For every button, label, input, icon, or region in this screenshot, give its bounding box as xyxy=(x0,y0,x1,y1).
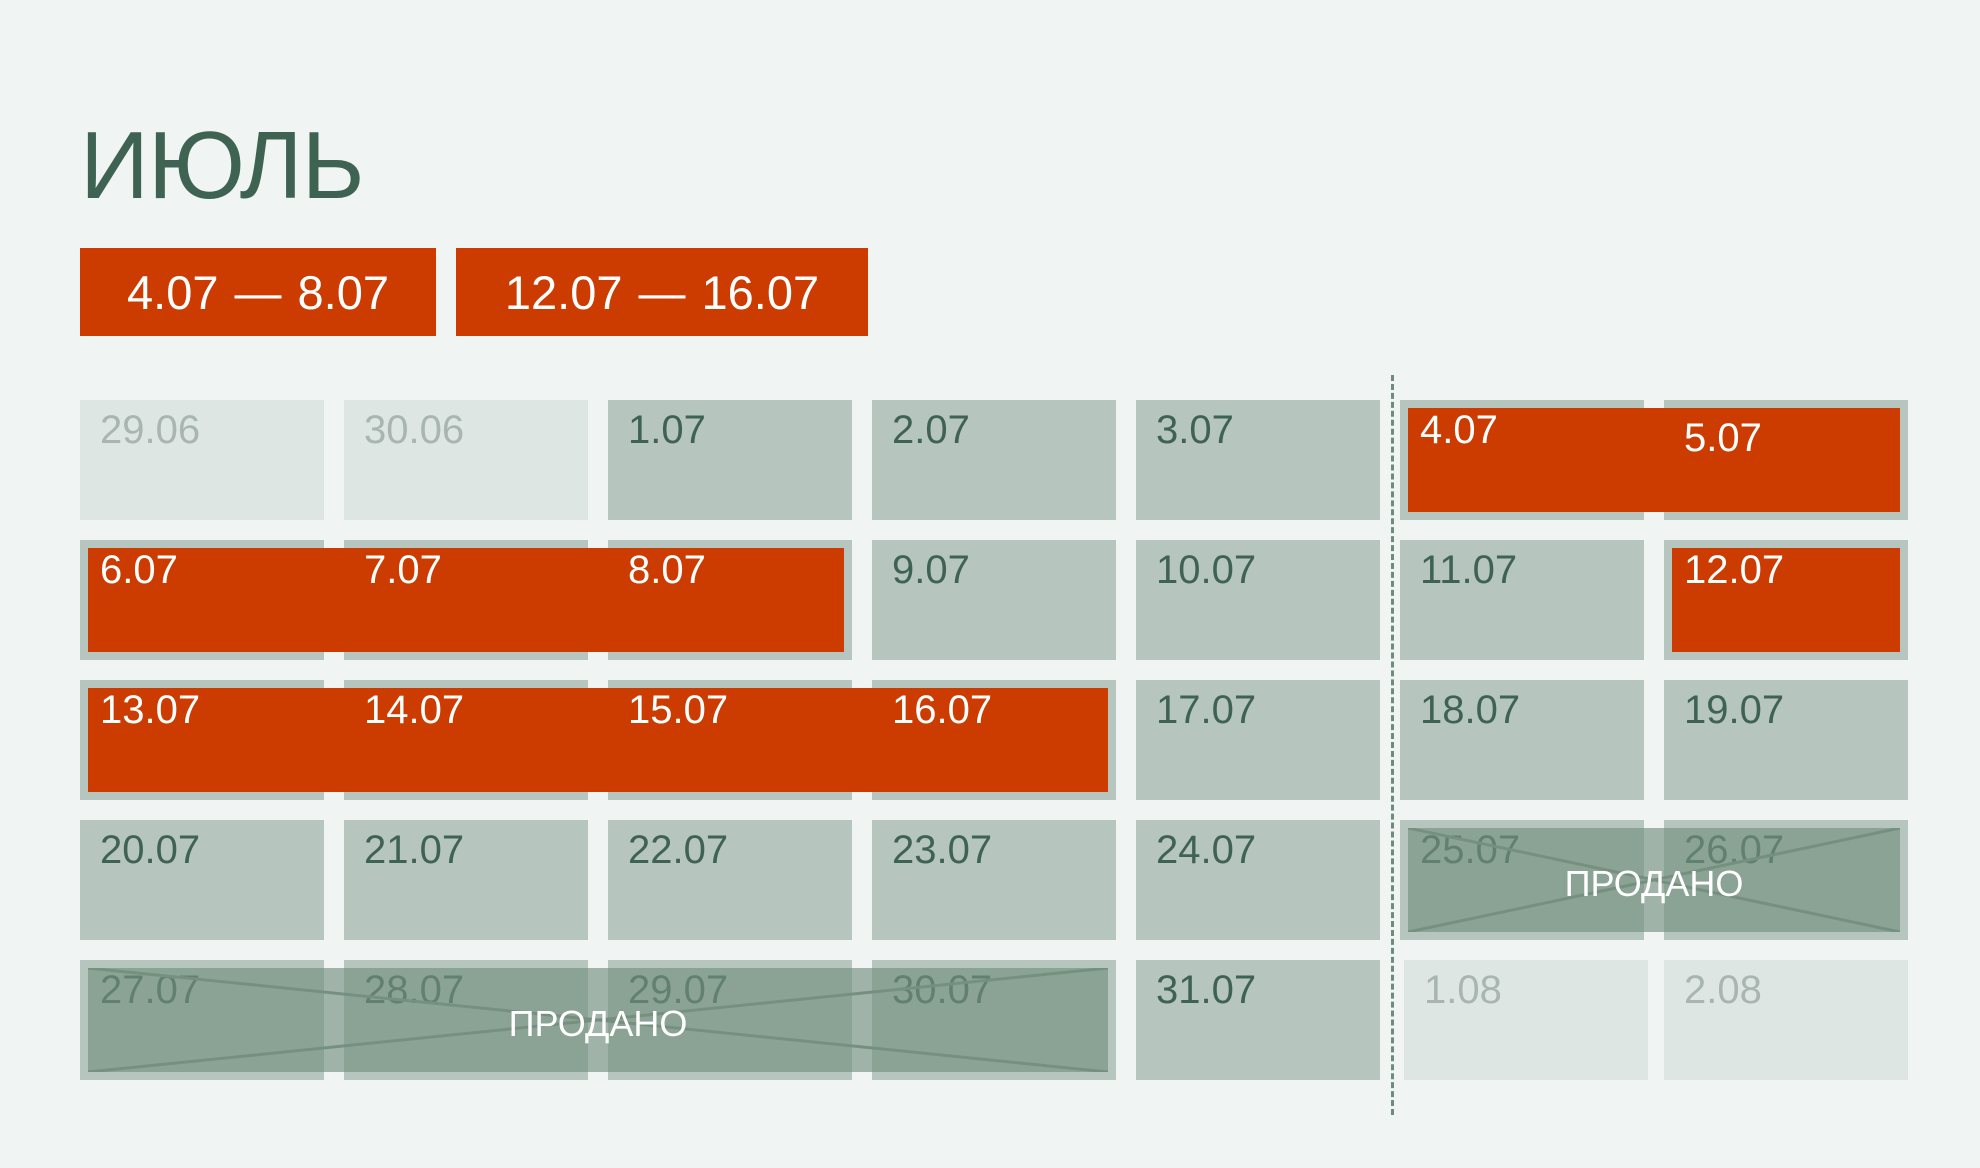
booked-day-label: 8.07 xyxy=(628,548,706,592)
day-cell[interactable]: 9.07 xyxy=(872,540,1116,660)
day-label: 2.07 xyxy=(892,408,970,452)
day-cell[interactable]: 1.07 xyxy=(608,400,852,520)
day-label: 9.07 xyxy=(892,548,970,592)
booked-day-label: 15.07 xyxy=(628,688,729,732)
booking-range-2[interactable]: 12.07 — 16.07 xyxy=(456,248,868,336)
day-label: 1.08 xyxy=(1424,968,1502,1012)
day-cell[interactable]: 11.07 xyxy=(1400,540,1644,660)
day-cell[interactable]: 10.07 xyxy=(1136,540,1380,660)
day-label: 29.06 xyxy=(100,408,201,452)
sold-period: ПРОДАНО xyxy=(88,968,1108,1072)
day-cell: 29.06 xyxy=(80,400,324,520)
day-cell[interactable]: 22.07 xyxy=(608,820,852,940)
booked-day-label: 16.07 xyxy=(892,688,993,732)
day-cell: 1.08 xyxy=(1404,960,1648,1080)
day-label: 2.08 xyxy=(1684,968,1762,1012)
day-label: 20.07 xyxy=(100,828,201,872)
cross-out-icon xyxy=(1408,828,1900,932)
booked-day-label: 4.07 xyxy=(1420,408,1498,452)
booked-day-label: 6.07 xyxy=(100,548,178,592)
booked-period[interactable]: 12.07 xyxy=(1672,548,1900,652)
cross-out-icon xyxy=(88,968,1108,1072)
day-label: 22.07 xyxy=(628,828,729,872)
day-cell[interactable]: 21.07 xyxy=(344,820,588,940)
day-cell: 2.08 xyxy=(1664,960,1908,1080)
booked-day-label: 13.07 xyxy=(100,688,201,732)
month-title: ИЮЛЬ xyxy=(80,112,365,219)
day-cell[interactable]: 19.07 xyxy=(1664,680,1908,800)
day-cell[interactable]: 2.07 xyxy=(872,400,1116,520)
day-label: 30.06 xyxy=(364,408,465,452)
day-label: 24.07 xyxy=(1156,828,1257,872)
booked-period[interactable]: 6.07 7.07 8.07 xyxy=(88,548,844,652)
sold-label: ПРОДАНО xyxy=(508,1003,688,1045)
day-cell[interactable]: 20.07 xyxy=(80,820,324,940)
day-label: 1.07 xyxy=(628,408,706,452)
range-from: 4.07 xyxy=(127,265,219,319)
booked-day-label: 5.07 xyxy=(1684,416,1762,460)
day-cell[interactable]: 31.07 xyxy=(1136,960,1380,1080)
day-cell[interactable]: 17.07 xyxy=(1136,680,1380,800)
range-to: 16.07 xyxy=(701,265,820,319)
booking-range-1[interactable]: 4.07 — 8.07 xyxy=(80,248,436,336)
day-label: 23.07 xyxy=(892,828,993,872)
day-label: 11.07 xyxy=(1420,548,1518,592)
day-label: 17.07 xyxy=(1156,688,1257,732)
sold-period: ПРОДАНО xyxy=(1408,828,1900,932)
range-separator: — xyxy=(234,265,282,319)
booked-period[interactable]: 4.07 5.07 xyxy=(1408,408,1900,512)
day-cell[interactable]: 23.07 xyxy=(872,820,1116,940)
sold-label: ПРОДАНО xyxy=(1564,863,1744,905)
day-cell: 30.06 xyxy=(344,400,588,520)
day-cell[interactable]: 24.07 xyxy=(1136,820,1380,940)
day-label: 10.07 xyxy=(1156,548,1257,592)
day-cell[interactable]: 3.07 xyxy=(1136,400,1380,520)
day-label: 21.07 xyxy=(364,828,465,872)
day-label: 19.07 xyxy=(1684,688,1785,732)
booked-day-label: 14.07 xyxy=(364,688,465,732)
booked-period[interactable]: 13.07 14.07 15.07 16.07 xyxy=(88,688,1108,792)
booked-day-label: 12.07 xyxy=(1684,548,1785,592)
range-separator: — xyxy=(638,265,686,319)
range-from: 12.07 xyxy=(504,265,623,319)
day-label: 3.07 xyxy=(1156,408,1234,452)
weekend-divider xyxy=(1391,375,1394,1115)
booked-day-label: 7.07 xyxy=(364,548,442,592)
day-label: 31.07 xyxy=(1156,968,1257,1012)
range-to: 8.07 xyxy=(297,265,389,319)
day-label: 18.07 xyxy=(1420,688,1521,732)
day-cell[interactable]: 18.07 xyxy=(1400,680,1644,800)
